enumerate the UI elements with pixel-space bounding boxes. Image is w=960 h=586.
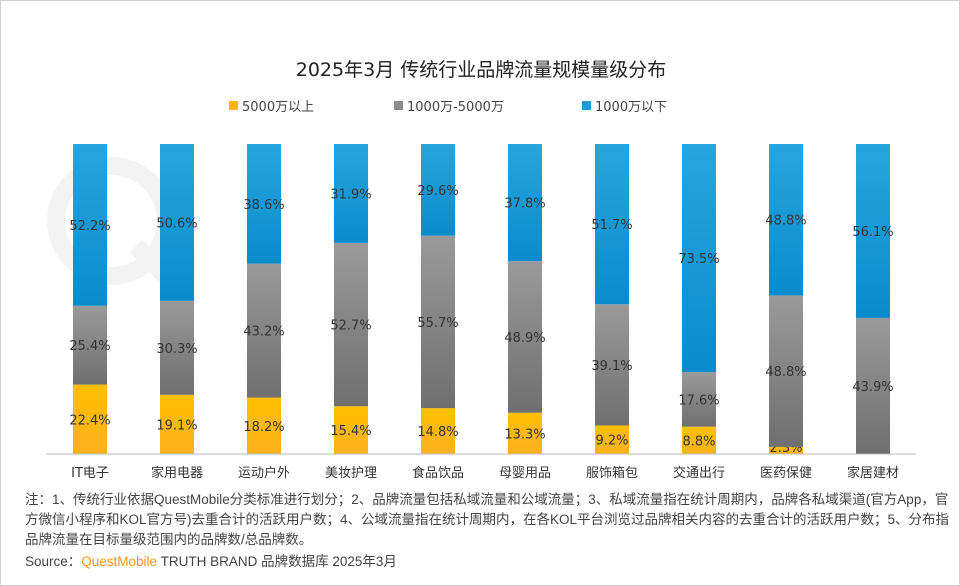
bar-segment <box>508 412 542 454</box>
data-label: 31.9% <box>330 187 371 202</box>
legend-item-under-10m: 1000万以下 <box>582 96 667 115</box>
legend-item-10m-50m: 1000万-5000万 <box>394 96 504 115</box>
bar-segment <box>421 144 455 236</box>
data-label: 52.7% <box>330 319 371 334</box>
bar-segment <box>334 406 368 454</box>
bar-segment <box>682 372 716 427</box>
data-label: 48.8% <box>765 365 806 380</box>
legend-swatch <box>394 101 403 110</box>
bar-segment <box>247 397 281 454</box>
bar-segment <box>160 144 194 301</box>
plot-area: 22.4% 25.4% 52.2% IT电子 19.1% 30.3% 50.6% 家用电器 18… <box>46 144 916 481</box>
data-label: 13.3% <box>504 427 545 442</box>
legend-item-over-50m: 5000万以上 <box>229 96 314 115</box>
data-label: 48.9% <box>504 331 545 346</box>
data-label: 38.6% <box>243 198 284 213</box>
data-label: 17.6% <box>678 393 719 408</box>
legend-swatch <box>582 101 591 110</box>
bar-segment <box>421 235 455 409</box>
legend-label: 1000万以下 <box>595 100 668 115</box>
x-tick-label: 母婴用品 <box>499 466 551 481</box>
bar-segment <box>595 304 629 426</box>
data-label: 25.4% <box>69 339 110 354</box>
data-label: 22.4% <box>69 413 110 428</box>
data-label: 48.8% <box>765 214 806 229</box>
bar-segment <box>769 144 803 296</box>
bar-segment <box>421 408 455 454</box>
legend-label: 1000万-5000万 <box>407 100 504 115</box>
bar-segment <box>247 144 281 264</box>
bar-segment <box>160 300 194 395</box>
bar-segment <box>682 144 716 373</box>
bar-segment <box>856 144 890 318</box>
data-label: 37.8% <box>504 197 545 212</box>
data-label: 43.9% <box>852 380 893 395</box>
source-label: Source： <box>25 554 82 569</box>
x-tick-label: 运动户外 <box>238 465 290 481</box>
x-tick-label: 交通出行 <box>673 465 725 481</box>
bar-segment <box>247 263 281 398</box>
x-tick-label: 食品饮品 <box>412 465 464 481</box>
data-label: 8.8% <box>682 434 715 449</box>
bar-segment <box>769 295 803 447</box>
bar-segment <box>508 261 542 413</box>
data-label: 39.1% <box>591 359 632 374</box>
bar-segment <box>73 305 107 385</box>
x-tick-label: IT电子 <box>71 466 109 481</box>
bar-segment <box>73 144 107 306</box>
bar-segment <box>595 144 629 305</box>
source-line: Source：QuestMobile TRUTH BRAND 品牌数据库 202… <box>25 552 950 572</box>
bar-segment <box>334 144 368 243</box>
x-tick-label: 医药保健 <box>760 466 812 481</box>
footer: 注：1、传统行业依据QuestMobile分类标准进行划分；2、品牌流量包括私域… <box>25 490 950 572</box>
x-tick-label: 家用电器 <box>151 465 203 481</box>
bar-segment <box>508 144 542 262</box>
bar-segment <box>73 384 107 454</box>
data-label: 15.4% <box>330 424 371 439</box>
data-label: 56.1% <box>852 225 893 240</box>
bar-segment <box>595 425 629 454</box>
data-label: 30.3% <box>156 342 197 357</box>
data-label: 19.1% <box>156 418 197 433</box>
data-label: 52.2% <box>69 219 110 234</box>
legend-label: 5000万以上 <box>242 100 315 115</box>
data-label: 50.6% <box>156 216 197 231</box>
bar-segment <box>160 394 194 454</box>
source-rest: TRUTH BRAND 品牌数据库 2025年3月 <box>157 554 397 569</box>
data-label: 29.6% <box>417 184 458 199</box>
x-tick-label: 美妆护理 <box>325 466 377 481</box>
x-tick-label: 家居建材 <box>847 465 899 481</box>
legend-swatch <box>229 101 238 110</box>
bar-segment <box>856 317 890 454</box>
data-label: 73.5% <box>678 252 719 267</box>
x-tick-label: 服饰箱包 <box>586 465 638 481</box>
footnotes: 注：1、传统行业依据QuestMobile分类标准进行划分；2、品牌流量包括私域… <box>25 492 950 547</box>
bar-segment <box>769 446 803 454</box>
data-label: 43.2% <box>243 325 284 340</box>
source-brand: QuestMobile <box>81 554 158 569</box>
data-label: 18.2% <box>243 420 284 435</box>
data-label: 55.7% <box>417 316 458 331</box>
data-label: 14.8% <box>417 425 458 440</box>
data-label: 9.2% <box>595 434 628 449</box>
bar-segment <box>334 242 368 407</box>
chart-title: 2025年3月 传统行业品牌流量规模量级分布 <box>295 59 667 81</box>
bar-segment <box>682 426 716 454</box>
data-label: 51.7% <box>591 218 632 233</box>
